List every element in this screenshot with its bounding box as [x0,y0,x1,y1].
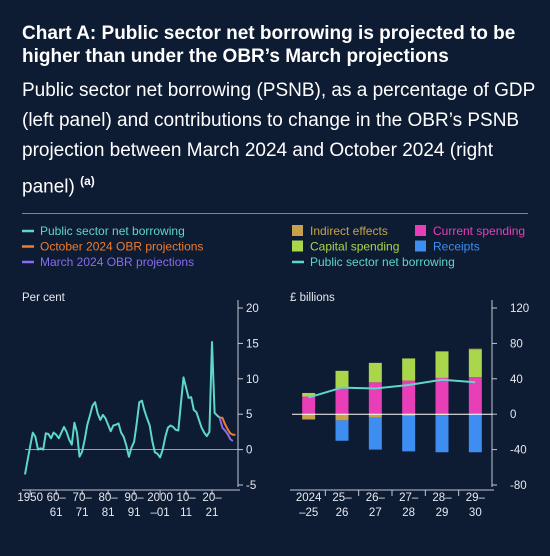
legend-label: Receipts [433,240,480,254]
left-y-axis-label: Per cent [22,292,66,304]
left-x-tick-label: 81 [102,507,115,519]
legend-label: Current spending [433,224,525,238]
left-x-tick-label: –01 [150,507,169,519]
current-spending-bar [302,396,316,415]
receipts-bar [402,415,416,452]
chart-title: Chart A: Public sector net borrowing is … [22,23,516,67]
right-x-tick-label: 26 [336,507,349,519]
chart-subtitle-text: Public sector net borrowing (PSNB), as a… [22,80,535,198]
capital-spending-bar [402,358,416,381]
legend-label: October 2024 OBR projections [40,240,203,254]
left-y-tick-label: 5 [246,409,252,421]
receipts-bar [468,414,482,453]
capital-spending-bar [435,351,449,378]
left-x-tick-label: 10– [176,492,196,504]
left-x-tick-label: 11 [180,507,192,519]
right-x-tick-label: 26– [366,492,386,504]
left-x-tick-label: 61 [50,507,63,519]
left-x-tick-label: 2000 [147,492,173,504]
right-y-tick-label: -80 [510,480,527,492]
right-x-tick-label: 28 [402,507,415,519]
left-x-tick-label: 71 [76,507,89,519]
legend-label: March 2024 OBR projections [40,255,194,269]
right-x-tick-label: 2024 [296,492,322,504]
indirect-effects-bar [368,414,382,418]
legend-label: Indirect effects [310,224,388,238]
current-spending-bar [368,382,382,415]
right-x-tick-label: –25 [299,507,318,519]
left-y-tick-label: 20 [246,303,259,315]
right-y-tick-label: 120 [510,303,529,315]
october-projection-line [219,416,236,436]
capital-spending-bar [302,392,316,397]
left-y-tick-label: -5 [246,480,256,492]
receipts-bar [335,420,349,441]
left-x-tick-label: 20– [202,492,222,504]
right-y-tick-label: -40 [510,445,527,457]
legend-box-swatch [292,240,303,252]
capital-spending-bar [468,349,482,378]
right-y-axis-label: £ billions [290,292,335,304]
receipts-bar [368,417,382,450]
right-x-tick-label: 30 [469,507,482,519]
right-x-tick-label: 28– [432,492,452,504]
legend-label: Public sector net borrowing [310,255,455,269]
left-x-tick-label: 91 [128,507,141,519]
legend-box-swatch [415,225,426,236]
march-projection-line [218,418,234,442]
left-x-tick-label: 90– [125,492,145,504]
legend-box-swatch [292,225,303,236]
legend-label: Capital spending [310,240,399,254]
left-x-tick-label: 1950 [17,492,43,504]
legend-label: Public sector net borrowing [40,224,185,238]
indirect-effects-bar [402,414,416,416]
left-x-tick-label: 60– [47,492,67,504]
current-spending-bar [335,388,349,415]
right-y-tick-label: 40 [510,374,523,386]
indirect-effects-bar [335,414,349,421]
legend-box-swatch [415,240,426,252]
left-x-tick-label: 21 [206,507,219,519]
receipts-bar [435,415,449,453]
right-x-tick-label: 25– [332,492,352,504]
psnb-change-line [308,378,476,399]
current-spending-bar [402,380,416,415]
chart-subtitle: Public sector net borrowing (PSNB), as a… [22,76,537,202]
right-y-tick-label: 80 [510,338,523,350]
header-divider [22,213,528,214]
indirect-effects-bar [302,414,316,420]
right-x-tick-label: 29– [466,492,486,504]
left-x-tick-label: 70– [73,492,93,504]
current-spending-bar [468,377,482,415]
left-y-tick-label: 0 [246,445,252,457]
right-x-tick-label: 29 [436,507,449,519]
left-x-tick-label: 80– [99,492,119,504]
indirect-effects-bar [468,348,482,350]
capital-spending-bar [335,370,349,389]
footnote-marker: (a) [80,174,95,188]
left-y-tick-label: 10 [246,374,259,386]
current-spending-bar [435,377,449,415]
right-x-tick-label: 27 [369,507,382,519]
left-y-tick-label: 15 [246,338,259,350]
right-y-tick-label: 0 [510,409,516,421]
right-x-tick-label: 27– [399,492,419,504]
capital-spending-bar [368,362,382,383]
psnb-line [24,341,221,475]
